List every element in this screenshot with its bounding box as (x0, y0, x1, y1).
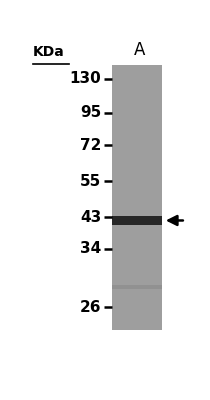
Text: 55: 55 (80, 174, 101, 188)
Text: A: A (134, 41, 145, 59)
Bar (112, 65, 162, 330)
Text: 43: 43 (80, 210, 101, 225)
Text: 130: 130 (69, 71, 101, 86)
Text: 72: 72 (80, 138, 101, 152)
Text: KDa: KDa (33, 45, 64, 59)
Bar (112, 285, 162, 288)
Text: 95: 95 (80, 105, 101, 120)
Text: 26: 26 (80, 300, 101, 315)
Text: 34: 34 (80, 241, 101, 256)
Bar (112, 216, 162, 226)
